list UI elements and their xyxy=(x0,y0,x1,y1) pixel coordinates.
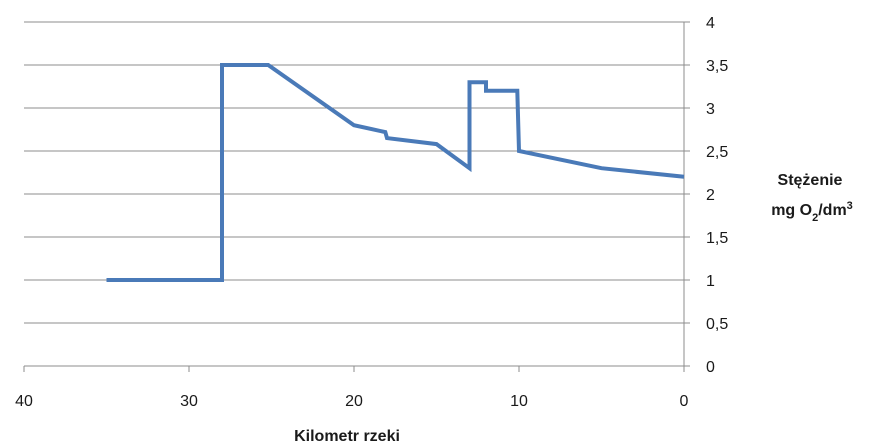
y-tick-label: 2,5 xyxy=(706,144,728,161)
x-tick-label: 20 xyxy=(345,393,363,410)
y-tick-label: 1,5 xyxy=(706,230,728,247)
gridlines xyxy=(24,21,690,367)
y-tick-label: 3 xyxy=(706,101,715,118)
y-tick-label: 2 xyxy=(706,187,715,204)
y-tick-label: 4 xyxy=(706,15,715,32)
y-tick-label: 3,5 xyxy=(706,58,728,75)
x-tick-label: 40 xyxy=(15,393,33,410)
y-tick-labels: 0 0,5 1 1,5 2 2,5 3 3,5 4 xyxy=(706,15,728,376)
y-tick-label: 0,5 xyxy=(706,316,728,333)
axes xyxy=(23,22,685,372)
y-tick-label: 1 xyxy=(706,273,715,290)
x-axis-label: Kilometr rzeki xyxy=(294,428,400,445)
x-tick-label: 30 xyxy=(180,393,198,410)
x-tick-label: 0 xyxy=(680,393,689,410)
y-tick-label: 0 xyxy=(706,359,715,376)
series-line xyxy=(106,63,685,282)
y-axis-label-line1: Stężenie xyxy=(778,172,843,189)
y-axis-label-line2: mg O2/dm3 xyxy=(771,200,853,224)
x-tick-label: 10 xyxy=(510,393,528,410)
data-series xyxy=(106,63,685,282)
x-tick-labels: 40 30 20 10 0 xyxy=(15,393,688,410)
